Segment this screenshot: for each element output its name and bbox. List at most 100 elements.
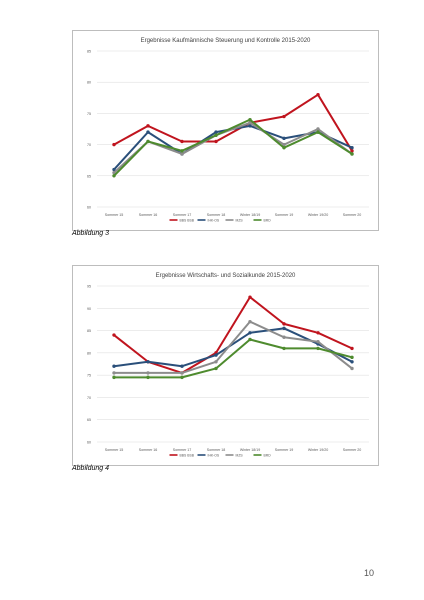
data-point: [146, 139, 150, 144]
data-point: [180, 149, 184, 153]
y-tick-label: 90: [87, 307, 91, 311]
legend-label: MZS: [236, 218, 244, 222]
data-point: [316, 346, 320, 351]
data-point: [180, 152, 184, 156]
y-tick-label: 95: [87, 285, 91, 289]
data-point: [282, 322, 286, 326]
data-point: [180, 371, 184, 375]
y-tick-label: 65: [87, 174, 91, 178]
data-point: [282, 136, 286, 141]
data-point: [180, 139, 184, 144]
x-tick-label: Sommer 18: [207, 213, 226, 217]
data-point: [214, 130, 218, 134]
x-tick-label: Sommer 17: [173, 213, 192, 217]
data-point: [146, 375, 150, 380]
data-point: [282, 346, 286, 351]
y-tick-label: 85: [87, 329, 91, 333]
figure-caption-4: Abbildung 4: [72, 465, 109, 472]
data-point: [248, 117, 252, 122]
data-point: [112, 142, 116, 147]
data-point: [214, 353, 218, 357]
y-tick-label: 60: [87, 441, 91, 445]
x-tick-label: Sommer 16: [139, 448, 158, 452]
series-line-3: [113, 338, 353, 379]
data-point: [282, 335, 286, 339]
y-tick-label: 70: [87, 143, 91, 147]
data-point: [214, 133, 218, 137]
data-point: [112, 174, 116, 178]
chart-wirtschafts-sozialkunde: Ergebnisse Wirtschafts- und Sozialkunde …: [72, 265, 379, 466]
x-tick-label: Sommer 15: [105, 448, 124, 452]
data-point: [350, 366, 354, 371]
y-tick-label: 60: [87, 206, 91, 210]
chart-title: Ergebnisse Wirtschafts- und Sozialkunde …: [156, 273, 296, 279]
data-point: [350, 346, 354, 351]
x-tick-label: Sommer 17: [173, 448, 192, 452]
chart-title: Ergebnisse Kaufmännische Steuerung und K…: [141, 38, 311, 44]
series-line-1: [113, 327, 353, 368]
legend-label: BRD: [264, 453, 272, 457]
data-point: [350, 152, 354, 156]
chart-kaufmaennische-steuerung: Ergebnisse Kaufmännische Steuerung und K…: [72, 30, 379, 231]
y-tick-label: 80: [87, 81, 91, 85]
data-point: [350, 355, 354, 360]
x-tick-label: Sommer 16: [139, 213, 158, 217]
x-tick-label: Sommer 19: [275, 213, 294, 217]
x-tick-label: Sommer 20: [343, 448, 362, 452]
data-point: [180, 375, 184, 380]
x-tick-label: Sommer 19: [275, 448, 294, 452]
x-tick-label: Sommer 20: [343, 213, 362, 217]
data-point: [248, 121, 252, 125]
data-point: [248, 295, 252, 299]
y-tick-label: 75: [87, 374, 91, 378]
series-line-0: [113, 296, 353, 374]
data-point: [112, 333, 116, 337]
data-point: [214, 360, 218, 364]
data-point: [112, 167, 116, 172]
series-line-0: [113, 93, 353, 152]
legend-label: IHK-OS: [208, 453, 220, 457]
y-tick-label: 70: [87, 396, 91, 400]
data-point: [316, 127, 320, 131]
data-point: [316, 340, 320, 344]
data-point: [112, 375, 116, 380]
data-point: [248, 124, 252, 128]
chart1-svg: Ergebnisse Kaufmännische Steuerung und K…: [87, 38, 369, 222]
data-point: [350, 360, 354, 364]
legend-label: BBS BSB: [180, 453, 195, 457]
y-tick-label: 65: [87, 418, 91, 422]
data-point: [350, 149, 354, 153]
data-point: [146, 124, 150, 128]
x-tick-label: Sommer 18: [207, 448, 226, 452]
y-tick-label: 80: [87, 351, 91, 355]
x-tick-label: Winter 18/19: [240, 213, 260, 217]
data-point: [146, 130, 150, 134]
page-number: 10: [364, 568, 375, 578]
data-point: [350, 146, 354, 150]
series-line-2: [113, 121, 353, 174]
series-line-3: [113, 118, 353, 177]
data-point: [282, 142, 286, 147]
data-point: [180, 364, 184, 368]
legend-label: IHK-OS: [208, 218, 220, 222]
data-point: [214, 366, 218, 371]
figure-caption-3: Abbildung 3: [72, 230, 109, 237]
data-point: [248, 331, 252, 335]
x-tick-label: Winter 18/19: [240, 448, 260, 452]
y-tick-label: 85: [87, 50, 91, 54]
data-point: [214, 139, 218, 144]
data-point: [146, 371, 150, 375]
data-point: [248, 319, 252, 324]
data-point: [282, 114, 286, 119]
data-point: [316, 331, 320, 335]
legend-label: MZS: [236, 453, 244, 457]
data-point: [112, 364, 116, 368]
data-point: [282, 146, 286, 150]
data-point: [282, 326, 286, 331]
x-tick-label: Winter 19/20: [308, 213, 328, 217]
legend-label: BRD: [264, 218, 272, 222]
x-tick-label: Winter 19/20: [308, 448, 328, 452]
series-line-2: [113, 320, 353, 374]
data-point: [316, 130, 320, 134]
data-point: [112, 371, 116, 375]
